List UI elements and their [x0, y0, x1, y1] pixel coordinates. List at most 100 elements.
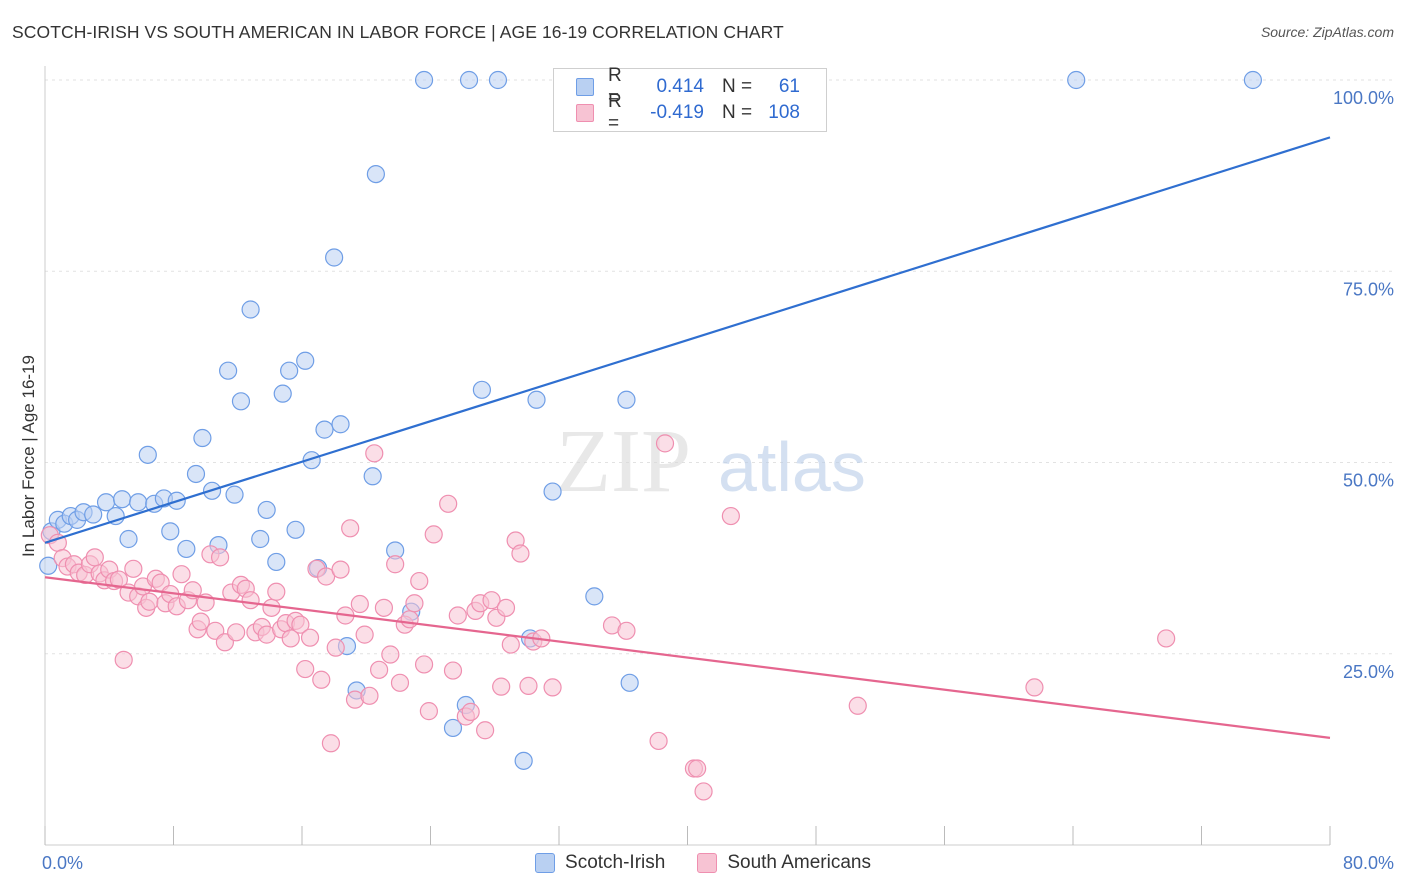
data-point: [85, 548, 104, 567]
x-tick-label: 0.0%: [42, 853, 83, 873]
data-point: [331, 560, 350, 579]
data-point: [161, 522, 180, 541]
series-south-americans: [40, 434, 1176, 801]
data-point: [501, 635, 520, 654]
data-point: [1157, 629, 1176, 648]
data-point: [300, 628, 320, 647]
data-point: [241, 300, 260, 319]
data-point: [129, 493, 148, 512]
data-point: [350, 594, 369, 614]
data-point: [316, 567, 336, 586]
data-point: [1067, 70, 1086, 90]
data-point: [1025, 678, 1044, 697]
data-point: [241, 591, 260, 610]
legend-swatch-south-americans: [697, 853, 718, 873]
data-point: [280, 361, 299, 380]
data-point: [227, 623, 246, 642]
watermark-atlas: atlas: [718, 428, 866, 506]
data-point: [109, 570, 128, 589]
legend-swatch-south-americans: [576, 104, 594, 122]
data-point: [585, 587, 604, 606]
legend-row-scotch-irish: R = 0.414 N = 61: [576, 65, 800, 108]
data-point: [231, 392, 251, 411]
data-point: [848, 696, 867, 715]
y-tick-label: 50.0%: [1343, 471, 1394, 491]
data-point: [386, 555, 405, 574]
data-point: [138, 445, 157, 464]
data-point: [400, 610, 419, 629]
data-point: [267, 582, 286, 601]
data-point: [219, 361, 238, 380]
series-legend: Scotch-Irish South Americans: [0, 852, 1406, 874]
data-point: [527, 390, 546, 409]
trend-line: [44, 136, 1331, 544]
trend-lines: [44, 136, 1331, 739]
data-point: [649, 731, 668, 751]
data-point: [410, 571, 429, 591]
legend-r-value: -0.419: [650, 102, 704, 123]
data-point: [191, 612, 210, 631]
data-point: [424, 525, 443, 544]
data-point: [325, 248, 344, 267]
data-point: [186, 464, 206, 484]
data-point: [620, 673, 639, 692]
trend-line: [44, 576, 1331, 739]
data-point: [482, 591, 501, 610]
data-point: [374, 598, 394, 617]
data-point: [488, 70, 508, 90]
x-tick-label: 80.0%: [1343, 853, 1394, 873]
data-point: [390, 673, 410, 692]
data-point: [617, 621, 636, 640]
legend-label-scotch-irish: Scotch-Irish: [565, 852, 666, 873]
grid-lines: [45, 79, 1395, 655]
source-label: Source: ZipAtlas.com: [1260, 24, 1394, 40]
data-point: [617, 390, 636, 409]
data-point: [443, 718, 463, 738]
legend-n-value: 61: [778, 76, 800, 97]
data-point: [443, 661, 463, 680]
data-point: [419, 702, 438, 721]
y-tick-label: 75.0%: [1343, 279, 1394, 299]
legend-r-label: R =: [608, 65, 622, 108]
data-point: [112, 490, 132, 509]
data-point: [286, 520, 305, 539]
legend-item-south-americans[interactable]: South Americans: [697, 852, 871, 874]
data-point: [84, 505, 103, 524]
data-point: [315, 420, 334, 439]
data-point: [461, 702, 480, 721]
data-point: [366, 164, 385, 184]
data-point: [543, 482, 562, 501]
legend-row-south-americans: R = -0.419 N = 108: [576, 91, 800, 134]
data-point: [331, 415, 350, 434]
data-point: [119, 529, 138, 549]
data-point: [251, 529, 270, 549]
data-point: [296, 351, 315, 370]
data-point: [296, 659, 315, 679]
data-point: [341, 519, 360, 538]
legend-n-label: N =: [722, 102, 753, 123]
data-point: [514, 751, 533, 770]
data-point: [511, 544, 530, 563]
data-point: [193, 428, 212, 448]
data-point: [210, 548, 230, 567]
data-point: [405, 594, 424, 613]
data-point: [1243, 70, 1263, 90]
y-tick-label: 25.0%: [1343, 662, 1394, 682]
data-point: [312, 670, 331, 689]
data-point: [543, 678, 562, 697]
data-point: [381, 645, 400, 664]
legend-n-label: N =: [722, 76, 753, 97]
data-point: [721, 506, 740, 526]
data-points: [39, 70, 1263, 801]
data-point: [257, 500, 276, 520]
legend-item-scotch-irish[interactable]: Scotch-Irish: [535, 852, 665, 874]
legend-r-label: R =: [608, 91, 622, 134]
data-point: [448, 606, 467, 625]
data-point: [172, 565, 191, 584]
data-point: [476, 721, 495, 740]
data-point: [273, 384, 292, 403]
data-point: [302, 451, 321, 470]
data-point: [355, 625, 374, 644]
stats-legend: R = 0.414 N = 61 R = -0.419 N = 108: [553, 65, 827, 134]
